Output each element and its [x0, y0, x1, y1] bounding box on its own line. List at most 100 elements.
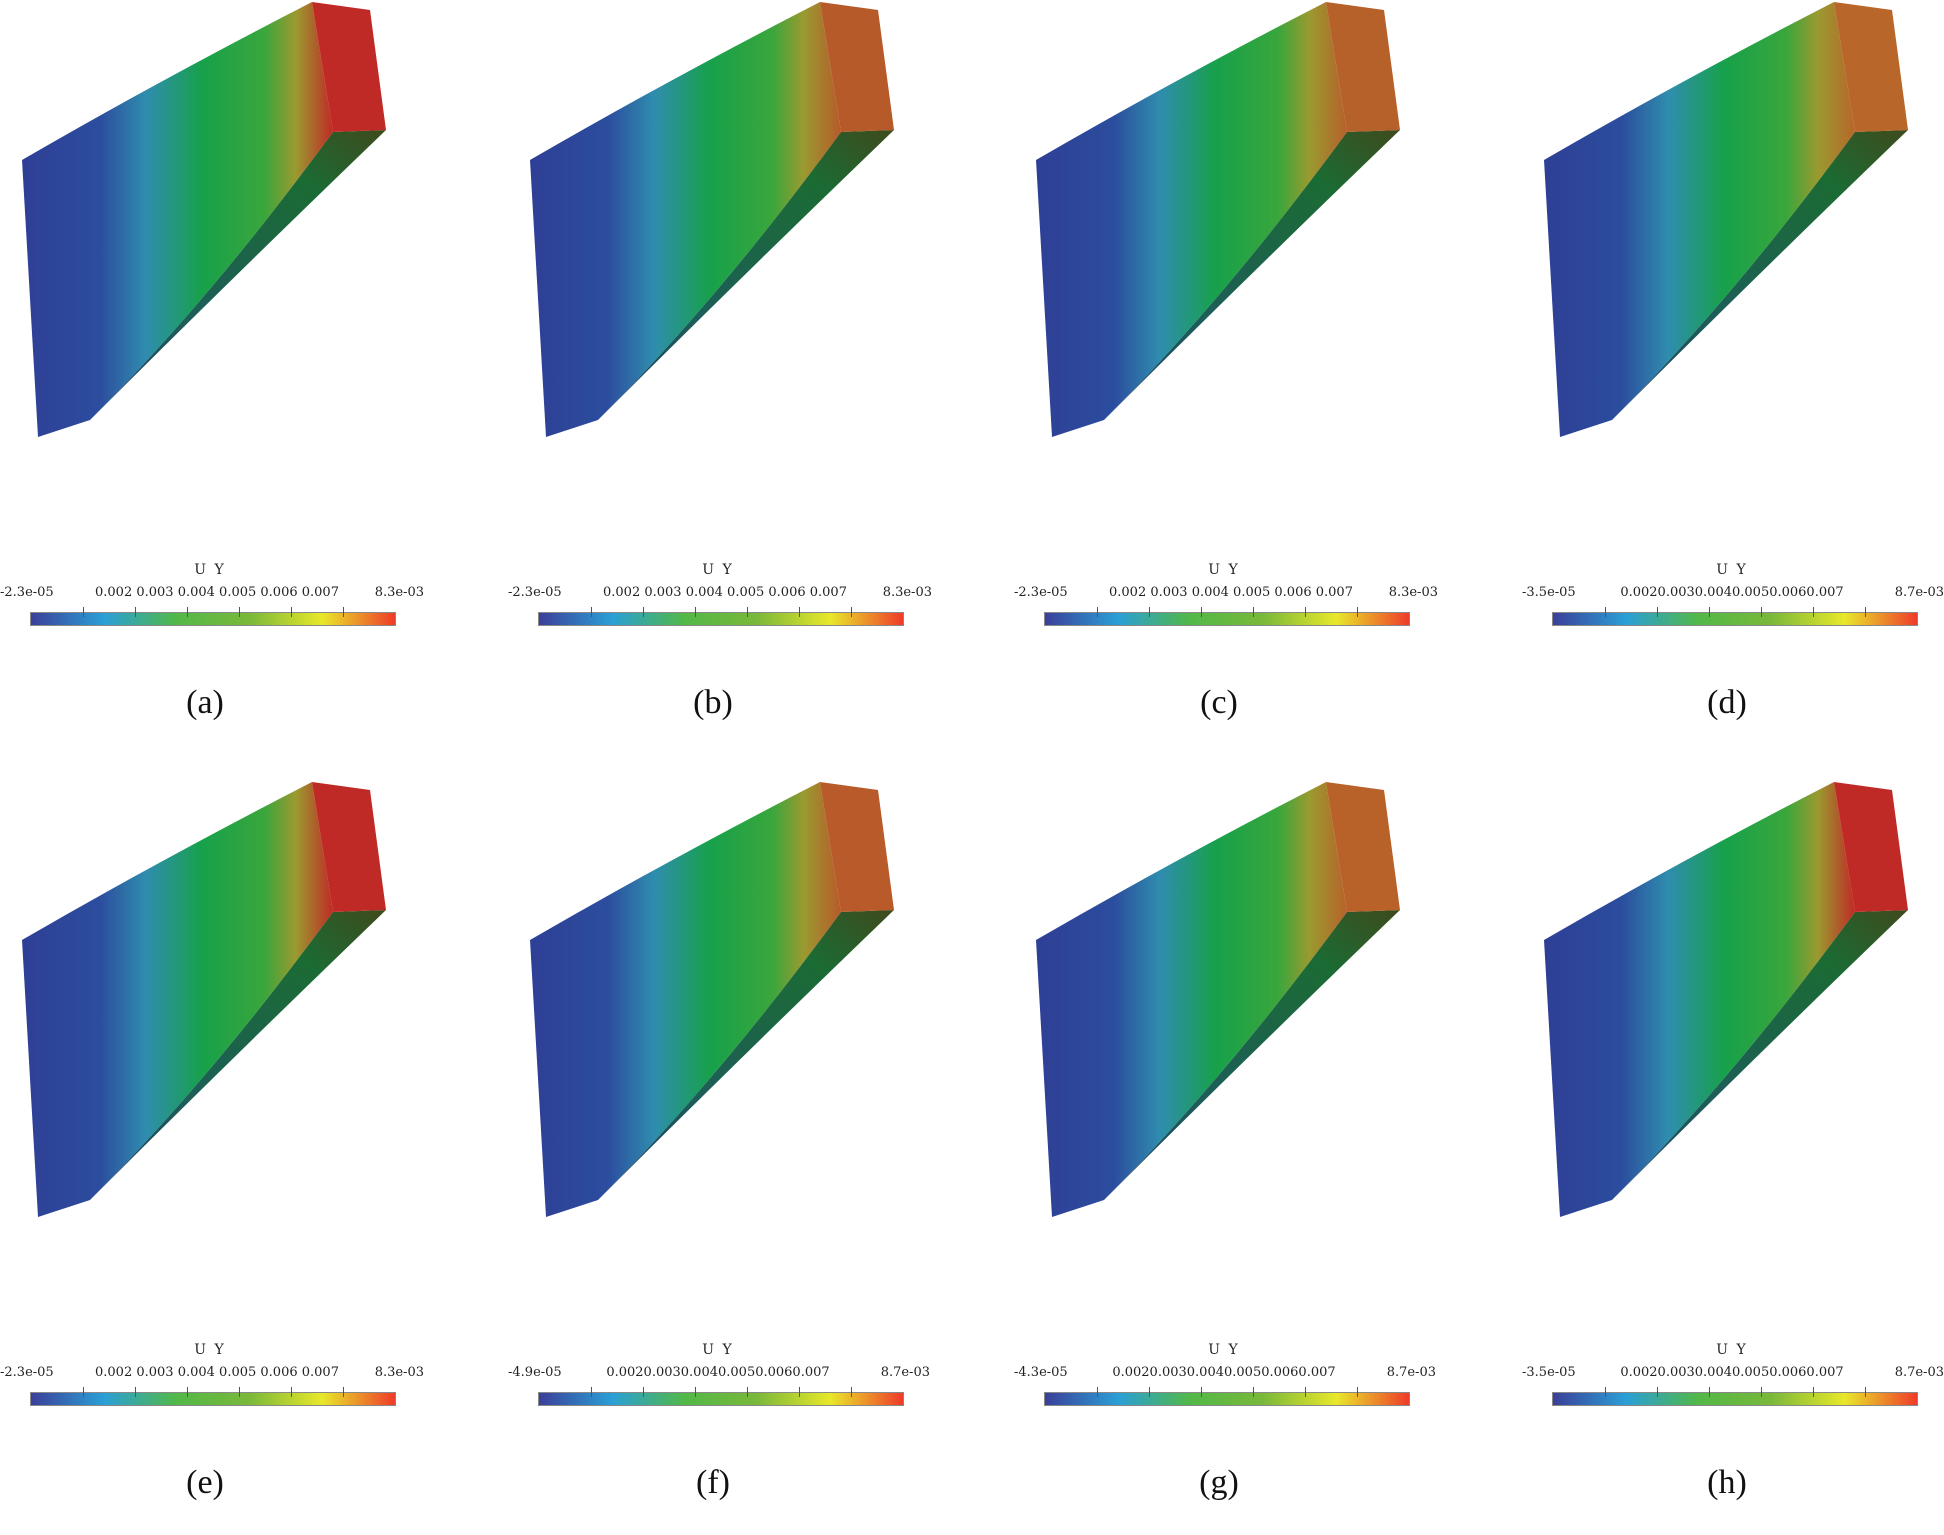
colorbar-tick — [1097, 1387, 1098, 1397]
end-face — [312, 782, 386, 912]
colorbar — [538, 1387, 904, 1406]
colorbar-tick — [291, 1387, 292, 1397]
legend-max: 8.7e-03 — [1894, 1365, 1944, 1380]
front-face — [1544, 2, 1855, 437]
panel-d: U Y -3.5e-05 0.0020.0030.0040.0050.0060.… — [1522, 0, 1944, 755]
colorbar-tick — [1253, 1387, 1254, 1397]
legend-ticks: 0.002 0.003 0.004 0.005 0.006 0.007 — [95, 585, 339, 600]
colorbar-tick — [1149, 607, 1150, 617]
panel-caption: (h) — [1707, 1464, 1747, 1501]
colorbar — [1044, 1387, 1410, 1406]
end-face — [1326, 2, 1400, 132]
legend-ticks: 0.0020.0030.0040.0050.0060.007 — [1620, 585, 1844, 600]
panel-c: U Y -2.3e-05 0.002 0.003 0.004 0.005 0.0… — [1014, 0, 1500, 755]
panel-h: U Y -3.5e-05 0.0020.0030.0040.0050.0060.… — [1522, 780, 1944, 1535]
bottom-face — [1560, 910, 1908, 1217]
colorbar — [538, 607, 904, 626]
bottom-face — [1560, 130, 1908, 437]
front-face — [1544, 782, 1855, 1217]
colorbar-tick — [1813, 1387, 1814, 1397]
end-face — [1834, 782, 1908, 912]
colorbar-tick — [1201, 1387, 1202, 1397]
colorbar-tick — [1709, 607, 1710, 617]
bottom-face — [546, 910, 894, 1217]
end-face — [820, 782, 894, 912]
legend-max: 8.7e-03 — [1386, 1365, 1436, 1380]
legend-title: U Y — [194, 562, 226, 578]
displacement-render — [530, 782, 894, 1217]
legend-max: 8.3e-03 — [882, 585, 932, 600]
colorbar-tick — [1357, 607, 1358, 617]
colorbar-tick — [135, 1387, 136, 1397]
colorbar-tick — [591, 1387, 592, 1397]
colorbar-tick — [1305, 1387, 1306, 1397]
legend-min: -2.3e-05 — [0, 1365, 54, 1380]
colorbar-tick — [1605, 607, 1606, 617]
colorbar-tick — [1865, 607, 1866, 617]
legend-ticks: 0.002 0.003 0.004 0.005 0.006 0.007 — [603, 585, 847, 600]
bottom-face — [1052, 910, 1400, 1217]
panel-caption: (g) — [1199, 1464, 1239, 1501]
panel-a: U Y -2.3e-05 0.002 0.003 0.004 0.005 0.0… — [0, 0, 486, 755]
legend-ticks: 0.0020.0030.0040.0050.0060.007 — [606, 1365, 830, 1380]
legend-title: U Y — [702, 1342, 734, 1358]
legend-max: 8.3e-03 — [374, 1365, 424, 1380]
colorbar-tick — [747, 607, 748, 617]
bottom-face — [38, 910, 386, 1217]
end-face — [1834, 2, 1908, 132]
bottom-face — [1052, 130, 1400, 437]
front-face — [1036, 2, 1347, 437]
legend-title: U Y — [1208, 562, 1240, 578]
end-face — [820, 2, 894, 132]
colorbar-tick — [187, 607, 188, 617]
colorbar-tick — [1761, 607, 1762, 617]
colorbar-tick — [83, 607, 84, 617]
legend-ticks: 0.0020.0030.0040.0050.0060.007 — [1620, 1365, 1844, 1380]
panel-f: U Y -4.9e-05 0.0020.0030.0040.0050.0060.… — [508, 780, 994, 1535]
colorbar-tick — [1253, 607, 1254, 617]
displacement-render — [1544, 782, 1908, 1217]
legend-min: -3.5e-05 — [1522, 1365, 1576, 1380]
colorbar-tick — [1709, 1387, 1710, 1397]
legend-title: U Y — [1208, 1342, 1240, 1358]
colorbar-tick — [1657, 607, 1658, 617]
colorbar-tick — [591, 607, 592, 617]
panel-caption: (f) — [696, 1464, 730, 1501]
bottom-face — [546, 130, 894, 437]
legend-ticks: 0.002 0.003 0.004 0.005 0.006 0.007 — [95, 1365, 339, 1380]
colorbar-tick — [1201, 607, 1202, 617]
end-face — [1326, 782, 1400, 912]
colorbar — [1552, 1387, 1918, 1406]
panel-b: U Y -2.3e-05 0.002 0.003 0.004 0.005 0.0… — [508, 0, 994, 755]
displacement-render — [1036, 2, 1400, 437]
bottom-face — [38, 130, 386, 437]
colorbar-tick — [695, 1387, 696, 1397]
legend-min: -3.5e-05 — [1522, 585, 1576, 600]
front-face — [530, 2, 841, 437]
colorbar — [30, 1387, 396, 1406]
colorbar — [30, 607, 396, 626]
legend-max: 8.7e-03 — [1894, 585, 1944, 600]
legend-title: U Y — [1716, 562, 1748, 578]
colorbar — [1552, 607, 1918, 626]
panel-caption: (b) — [693, 684, 733, 721]
colorbar-tick — [343, 607, 344, 617]
colorbar-tick — [1357, 1387, 1358, 1397]
displacement-render — [22, 782, 386, 1217]
displacement-render — [1544, 2, 1908, 437]
front-face — [22, 782, 333, 1217]
colorbar-tick — [1761, 1387, 1762, 1397]
panel-caption: (c) — [1200, 684, 1238, 721]
colorbar-tick — [1657, 1387, 1658, 1397]
colorbar-tick — [799, 607, 800, 617]
legend-ticks: 0.0020.0030.0040.0050.0060.007 — [1112, 1365, 1336, 1380]
colorbar-tick — [1865, 1387, 1866, 1397]
colorbar-tick — [799, 1387, 800, 1397]
colorbar-tick — [1813, 607, 1814, 617]
colorbar-tick — [239, 1387, 240, 1397]
colorbar-tick — [747, 1387, 748, 1397]
colorbar-tick — [1605, 1387, 1606, 1397]
front-face — [22, 2, 333, 437]
colorbar-tick — [1149, 1387, 1150, 1397]
panel-g: U Y -4.3e-05 0.0020.0030.0040.0050.0060.… — [1014, 780, 1500, 1535]
